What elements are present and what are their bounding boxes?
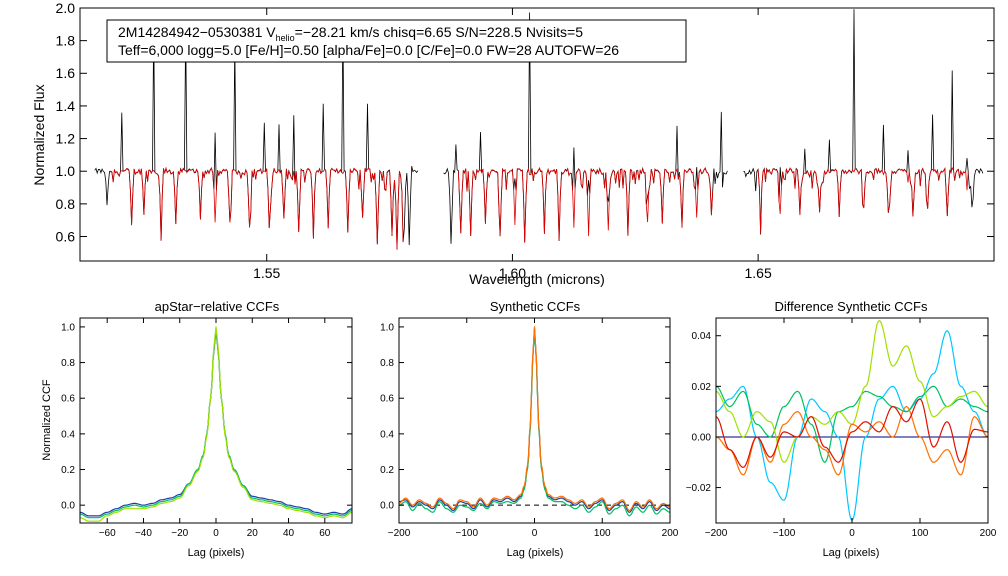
y-tick-label: 0.6 [56, 228, 76, 244]
x-tick-label: −20 [171, 528, 188, 539]
y-tick-label: 0.6 [380, 394, 394, 405]
x-tick-label: 60 [319, 528, 331, 539]
y-tick-label: 0.4 [380, 429, 394, 440]
difference-ccf-panel: Difference Synthetic CCFs −200 −100 0 100 20… [686, 299, 997, 559]
spectrum-y-label: Normalized Flux [31, 84, 47, 185]
y-tick-label: 0.04 [692, 331, 712, 342]
apstar-ccf-title: apStar−relative CCFs [155, 299, 280, 314]
ccf-series-2 [716, 385, 988, 463]
y-tick-label: 1.2 [56, 130, 76, 146]
x-tick-label: 1.60 [499, 265, 526, 281]
y-tick-label: 0.00 [692, 432, 712, 443]
apstar-ccf-panel: apStar−relative CCFs −60 −40 −20 0 20 40 60 0.0… [41, 299, 353, 559]
y-tick-label: 0.2 [380, 465, 394, 476]
x-tick-label: 20 [247, 528, 259, 539]
ccf-series-5 [716, 398, 988, 468]
y-tick-label: 0.8 [61, 358, 75, 369]
apstar-ccf-data [80, 326, 352, 522]
y-tick-label: 1.0 [61, 322, 75, 333]
x-tick-label: −40 [135, 528, 152, 539]
synthetic-ccf-title: Synthetic CCFs [490, 299, 581, 314]
info-line-1: 2M14284942−0530381 Vhelio=−28.21 km/s ch… [118, 24, 583, 43]
ccf-series-3 [399, 326, 670, 512]
info-box [106, 19, 687, 63]
spectrum-data [94, 9, 984, 250]
y-tick-label: 0.0 [380, 501, 394, 512]
y-tick-label: −0.02 [686, 483, 712, 494]
y-tick-label: 1.4 [56, 98, 76, 114]
x-tick-label: 1.55 [253, 265, 280, 281]
synthetic-ccf-panel: Synthetic CCFs −200 −100 0 100 200 0.0 0.2 0.4 0… [380, 299, 679, 559]
ccf-series-4 [716, 406, 988, 476]
ccf-series-2 [399, 328, 670, 517]
y-tick-label: 1.0 [380, 322, 394, 333]
apstar-ccf-y-label: Normalized CCF [41, 379, 53, 461]
difference-ccf-title: Difference Synthetic CCFs [775, 299, 928, 314]
info-line-2: Teff=6,000 logg=5.0 [Fe/H]=0.50 [alpha/F… [118, 42, 619, 58]
ccf-series-3 [80, 326, 352, 522]
model-spectrum-chip-1 [109, 166, 404, 250]
x-tick-label: 0 [532, 528, 538, 539]
ccf-series-2 [80, 328, 352, 519]
spectrum-x-label: Wavelength (microns) [469, 271, 605, 287]
x-tick-label: −100 [455, 528, 478, 539]
difference-ccf-axes: −200 −100 0 100 200 −0.02 0.00 0.02 0.04 [686, 318, 997, 539]
model-spectrum-chip-3 [757, 166, 969, 234]
subscript-text: helio [276, 33, 295, 43]
info-text: Teff=6,000 logg=5.0 [Fe/H]=0.50 [alpha/F… [118, 42, 619, 58]
y-tick-label: 1.6 [56, 65, 76, 81]
y-tick-label: 2.0 [56, 0, 76, 16]
x-tick-label: −200 [705, 528, 728, 539]
x-tick-label: −60 [99, 528, 116, 539]
model-spectrum-chip-2 [458, 166, 714, 243]
info-text: 2M14284942−0530381 V [118, 24, 276, 40]
ccf-series-1 [716, 330, 988, 522]
y-tick-label: 0.6 [61, 394, 75, 405]
synthetic-ccf-frame [398, 317, 671, 524]
spectrum-axes-frame [79, 7, 995, 262]
synthetic-ccf-data [399, 326, 670, 517]
difference-ccf-frame [715, 317, 989, 524]
apstar-ccf-x-label: Lag (pixels) [188, 547, 245, 559]
x-tick-label: 200 [980, 528, 997, 539]
apstar-ccf-axes: −60 −40 −20 0 20 40 60 0.0 0.2 0.4 0.6 0.8 1.0 [61, 318, 352, 539]
apstar-ccf-frame [79, 317, 353, 524]
x-tick-label: 1.65 [745, 265, 772, 281]
x-tick-label: 40 [283, 528, 295, 539]
info-text: =−28.21 km/s chisq=6.65 S/N=228.5 Nvisit… [295, 24, 584, 40]
x-tick-label: 200 [662, 528, 679, 539]
ccf-series-3 [716, 319, 988, 463]
ccf-series-1 [399, 328, 670, 513]
y-tick-label: 0.02 [692, 382, 712, 393]
y-tick-label: 0.0 [61, 501, 75, 512]
y-tick-label: 1.8 [56, 33, 76, 49]
synthetic-ccf-axes: −200 −100 0 100 200 0.0 0.2 0.4 0.6 0.8 1.0 [380, 318, 679, 539]
x-tick-label: 0 [213, 528, 219, 539]
y-tick-label: 0.8 [56, 196, 76, 212]
y-tick-label: 1.0 [56, 163, 76, 179]
x-tick-label: 0 [849, 528, 855, 539]
y-tick-label: 0.4 [61, 429, 75, 440]
x-tick-label: −200 [388, 528, 411, 539]
spectrum-axes: 1.55 1.60 1.65 0.6 0.8 1.0 1.2 1.4 1.6 1.8 2.0 [56, 0, 994, 281]
y-tick-label: 0.8 [380, 358, 394, 369]
spectrum-panel: 1.55 1.60 1.65 0.6 0.8 1.0 1.2 1.4 1.6 1.8 2.0 2M1… [31, 0, 995, 287]
difference-ccf-data [716, 319, 988, 522]
synthetic-ccf-x-label: Lag (pixels) [507, 547, 564, 559]
ccf-series-1 [80, 329, 352, 517]
x-tick-label: 100 [594, 528, 611, 539]
x-tick-label: 100 [912, 528, 929, 539]
y-tick-label: 0.2 [61, 465, 75, 476]
x-tick-label: −100 [773, 528, 796, 539]
difference-ccf-x-label: Lag (pixels) [823, 547, 880, 559]
